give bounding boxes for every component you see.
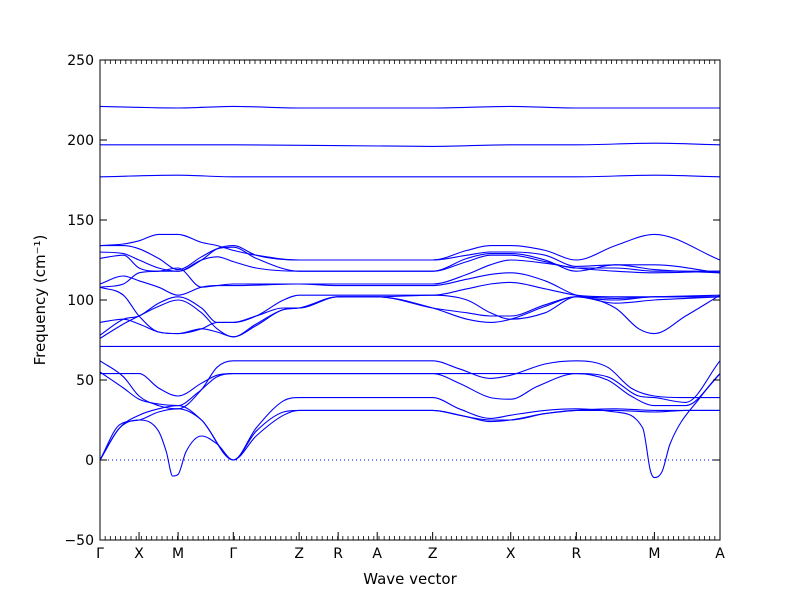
- branch-line-17: [99, 233, 721, 261]
- x-tick-label: A: [715, 546, 725, 562]
- y-axis-title: Frequency (cm⁻¹): [31, 235, 49, 366]
- x-tick-label: Z: [294, 546, 304, 562]
- branch-line-9: [99, 294, 721, 336]
- branch-line-5: [99, 360, 720, 410]
- branch-line-18: [99, 174, 721, 178]
- y-tick-label: −50: [64, 533, 94, 549]
- x-tick-label: Z: [428, 546, 438, 562]
- branch-line-4: [99, 371, 721, 407]
- x-tick-label: Γ: [229, 546, 237, 562]
- branch-line-12: [99, 272, 720, 301]
- branch-line-1: [99, 373, 721, 479]
- x-tick-label: Γ: [96, 546, 104, 562]
- y-tick-label: 250: [67, 53, 94, 69]
- branch-line-3: [99, 405, 720, 461]
- y-axis: −50 0 50 100 150 200 250: [64, 53, 720, 549]
- y-tick-label: 150: [67, 213, 94, 229]
- x-tick-label: X: [134, 546, 144, 562]
- plot-background: [100, 60, 720, 540]
- x-tick-label: A: [372, 546, 382, 562]
- x-tick-label: R: [333, 546, 343, 562]
- branch-line-6: [99, 360, 721, 403]
- x-axis-title: Wave vector: [363, 570, 457, 588]
- x-tick-label: R: [571, 546, 581, 562]
- branch-line-16: [99, 245, 721, 274]
- y-tick-label: 50: [76, 373, 94, 389]
- branch-line-19: [100, 142, 721, 147]
- y-tick-label: 200: [67, 133, 94, 149]
- y-tick-label: 0: [85, 453, 94, 469]
- x-tick-label: X: [506, 546, 516, 562]
- y-tick-label: 100: [67, 293, 94, 309]
- branch-line-20: [99, 105, 720, 109]
- branch-line-11: [99, 281, 720, 335]
- series-layer: [99, 105, 721, 479]
- x-tick-label: M: [648, 546, 660, 562]
- x-tick-label: M: [172, 546, 184, 562]
